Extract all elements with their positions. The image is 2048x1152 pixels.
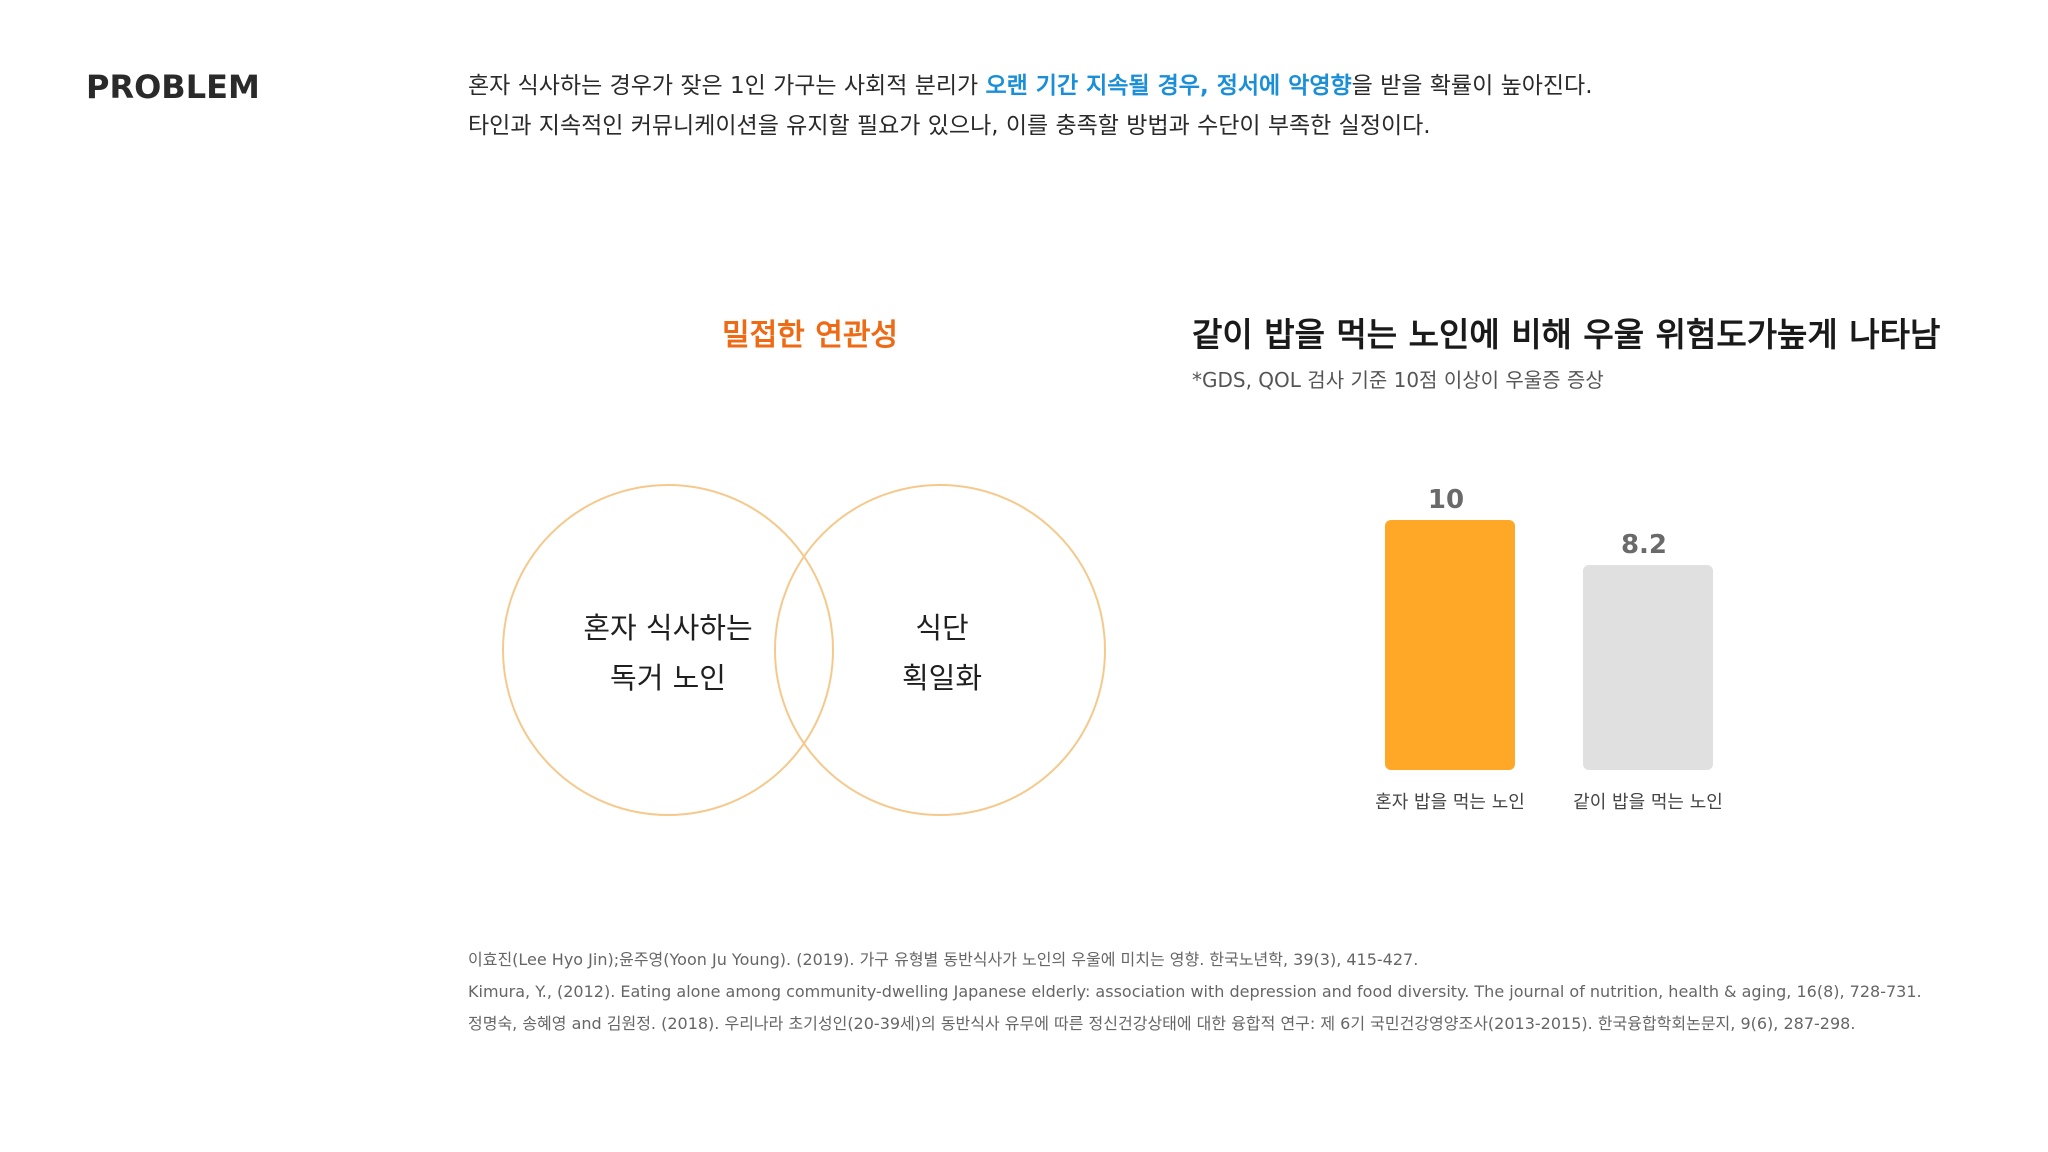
bar-chart: 10 혼자 밥을 먹는 노인 8.2 같이 밥을 먹는 노인 [1375, 485, 1723, 813]
venn-right-line-1: 식단 [915, 611, 968, 645]
intro-text: 혼자 식사하는 경우가 잦은 1인 가구는 사회적 분리가 오랜 기간 지속될 … [468, 66, 1593, 146]
bar-value-label-1: 10 [1428, 485, 1464, 515]
venn-left-line-1: 혼자 식사하는 [583, 611, 752, 645]
venn-circle-right [774, 484, 1106, 816]
intro-line-1: 혼자 식사하는 경우가 잦은 1인 가구는 사회적 분리가 오랜 기간 지속될 … [468, 66, 1593, 106]
reference-2: Kimura, Y., (2012). Eating alone among c… [468, 982, 1922, 1001]
reference-3: 정명숙, 송혜영 and 김원정. (2018). 우리나라 초기성인(20-3… [468, 1014, 1856, 1033]
venn-title: 밀접한 연관성 [721, 318, 899, 353]
intro-line-1-post: 을 받을 확률이 높아진다. [1351, 73, 1593, 99]
venn-circle-left [502, 484, 834, 816]
category-label-1: 혼자 밥을 먹는 노인 [1375, 792, 1525, 813]
venn-diagram: 혼자 식사하는 독거 노인 식단 획일화 [502, 484, 1106, 816]
bar-value-label-2: 8.2 [1621, 530, 1667, 560]
references: 이효진(Lee Hyo Jin);윤주영(Yoon Ju Young). (20… [468, 944, 2028, 1040]
intro-highlight: 오랜 기간 지속될 경우, 정서에 악영향 [985, 73, 1352, 99]
venn-left-line-2: 독거 노인 [610, 661, 726, 695]
intro-line-1-pre: 혼자 식사하는 경우가 잦은 1인 가구는 사회적 분리가 [468, 73, 986, 99]
intro-line-2: 타인과 지속적인 커뮤니케이션을 유지할 필요가 있으나, 이를 충족할 방법과… [468, 113, 1431, 139]
bar-1 [1385, 520, 1515, 770]
section-label: PROBLEM [86, 68, 260, 106]
bar-2 [1583, 565, 1713, 770]
reference-1: 이효진(Lee Hyo Jin);윤주영(Yoon Ju Young). (20… [468, 950, 1419, 969]
chart-subtitle: *GDS, QOL 검사 기준 10점 이상이 우울증 증상 [1192, 368, 1604, 392]
chart-title: 같이 밥을 먹는 노인에 비해 우울 위험도가높게 나타남 [1192, 315, 1941, 354]
category-label-2: 같이 밥을 먹는 노인 [1573, 792, 1723, 813]
venn-right-line-2: 획일화 [902, 661, 982, 695]
